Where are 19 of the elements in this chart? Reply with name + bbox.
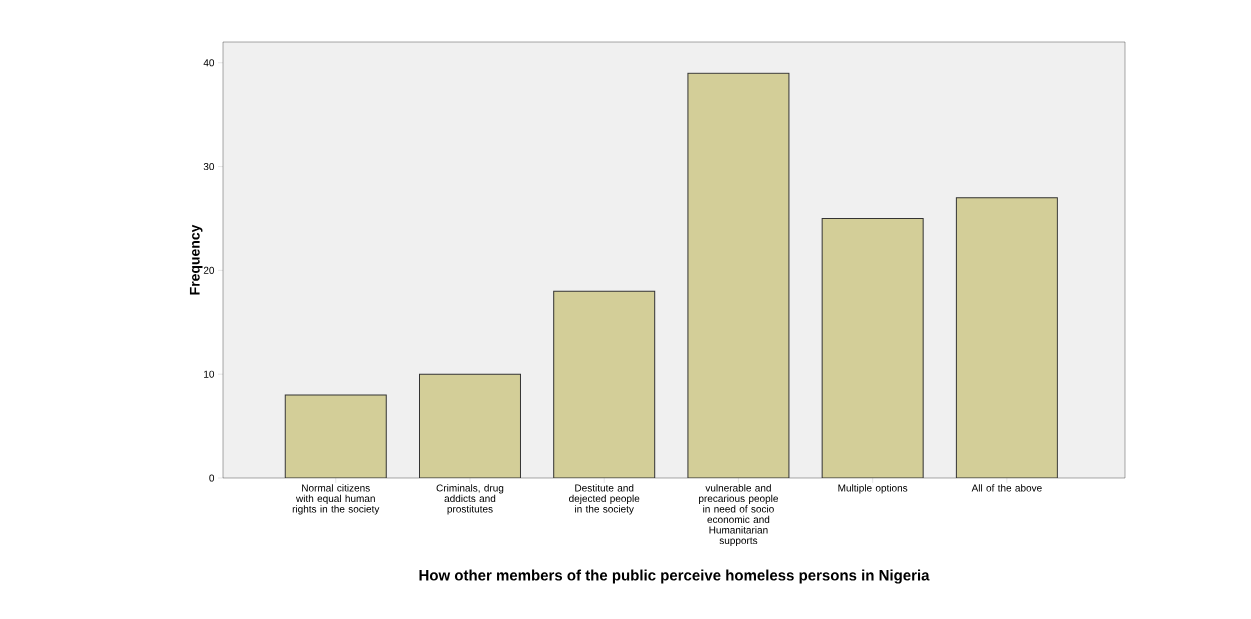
bar [284, 394, 387, 478]
x-tick-label: Normal citizens with equal human rights in the society [292, 484, 380, 515]
y-tick-label: 0 [209, 474, 215, 482]
bar [553, 291, 655, 478]
bar [821, 217, 924, 478]
y-tick-label: 20 [203, 266, 215, 274]
x-tick-label: Criminals, drug addicts and prostitutes [436, 484, 504, 515]
bar [418, 373, 521, 478]
x-tick-label: vulnerable and precarious people in need of socio economic and Humanitarian supports [699, 484, 778, 547]
y-tick-label: 10 [204, 370, 215, 378]
bar [687, 72, 790, 478]
y-axis-title: Frequency [189, 224, 203, 295]
x-tick-label: Multiple options [838, 484, 908, 494]
x-tick-label: All of the above [971, 484, 1042, 492]
y-tick-label: 40 [203, 59, 215, 67]
bar [955, 197, 1058, 478]
x-tick-label: Destitute and dejected people in the society [569, 484, 640, 515]
y-tick-label: 30 [203, 163, 215, 171]
x-axis-title: How other members of the public perceive homeless persons in Nigeria [419, 569, 930, 584]
